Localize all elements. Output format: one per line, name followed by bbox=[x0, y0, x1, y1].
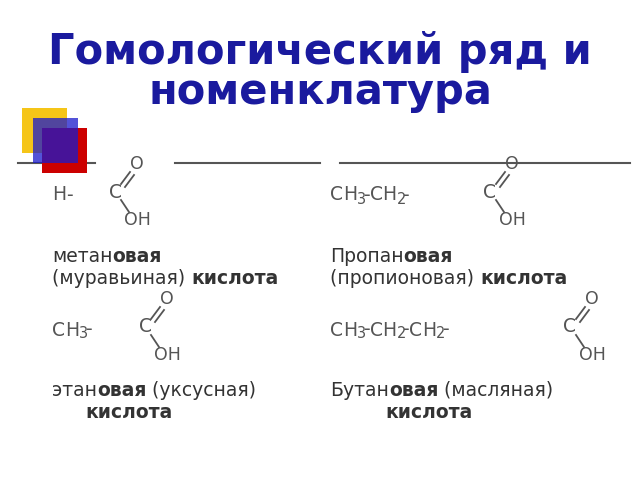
Text: OH: OH bbox=[154, 346, 180, 364]
Text: C: C bbox=[369, 185, 383, 204]
Text: OH: OH bbox=[124, 211, 150, 229]
Bar bbox=[42, 128, 87, 173]
Text: H: H bbox=[343, 185, 357, 204]
Text: номенклатура: номенклатура bbox=[148, 71, 492, 113]
Text: C: C bbox=[563, 317, 577, 336]
Text: 2: 2 bbox=[397, 326, 406, 341]
Text: -: - bbox=[403, 321, 409, 339]
Text: O: O bbox=[160, 290, 174, 308]
Text: кислота: кислота bbox=[191, 268, 278, 288]
Text: кислота: кислота bbox=[385, 403, 472, 421]
Text: OH: OH bbox=[579, 346, 605, 364]
Text: овая: овая bbox=[389, 381, 438, 399]
Text: H: H bbox=[343, 321, 357, 339]
Text: овая: овая bbox=[113, 247, 162, 265]
Text: C: C bbox=[109, 182, 122, 202]
Text: O: O bbox=[585, 290, 599, 308]
Text: (масляная): (масляная) bbox=[438, 381, 554, 399]
Text: C: C bbox=[138, 317, 152, 336]
Text: Пропан: Пропан bbox=[330, 247, 404, 265]
Text: C: C bbox=[330, 185, 343, 204]
Text: C: C bbox=[330, 321, 343, 339]
Text: C: C bbox=[409, 321, 422, 339]
Text: H: H bbox=[52, 185, 66, 204]
Text: C: C bbox=[483, 182, 497, 202]
Bar bbox=[33, 118, 78, 163]
Text: (уксусная): (уксусная) bbox=[147, 381, 257, 399]
Text: овая: овая bbox=[404, 247, 453, 265]
Text: кислота: кислота bbox=[85, 403, 172, 421]
Text: O: O bbox=[130, 155, 144, 173]
Bar bbox=[22, 108, 67, 153]
Text: H: H bbox=[383, 321, 397, 339]
Text: 2: 2 bbox=[436, 326, 445, 341]
Text: 3: 3 bbox=[357, 326, 366, 341]
Text: метан: метан bbox=[52, 247, 113, 265]
Text: этан: этан bbox=[52, 381, 97, 399]
Text: 3: 3 bbox=[79, 326, 88, 341]
Text: кислота: кислота bbox=[480, 268, 567, 288]
Text: -: - bbox=[66, 185, 73, 204]
Text: овая: овая bbox=[97, 381, 147, 399]
Text: -: - bbox=[363, 321, 369, 339]
Text: -: - bbox=[442, 321, 449, 339]
Text: (пропионовая): (пропионовая) bbox=[330, 268, 480, 288]
Text: 3: 3 bbox=[357, 192, 366, 206]
Text: H: H bbox=[422, 321, 436, 339]
Text: -: - bbox=[363, 185, 369, 204]
Text: Гомологический ряд и: Гомологический ряд и bbox=[48, 31, 592, 73]
Text: (муравьиная): (муравьиная) bbox=[52, 268, 191, 288]
Text: O: O bbox=[505, 155, 519, 173]
Text: H: H bbox=[383, 185, 397, 204]
Text: C: C bbox=[52, 321, 65, 339]
Text: -: - bbox=[403, 185, 409, 204]
Text: C: C bbox=[369, 321, 383, 339]
Text: OH: OH bbox=[499, 211, 525, 229]
Text: Бутан: Бутан bbox=[330, 381, 389, 399]
Text: H: H bbox=[65, 321, 79, 339]
Text: 2: 2 bbox=[397, 192, 406, 206]
Text: -: - bbox=[85, 321, 92, 339]
